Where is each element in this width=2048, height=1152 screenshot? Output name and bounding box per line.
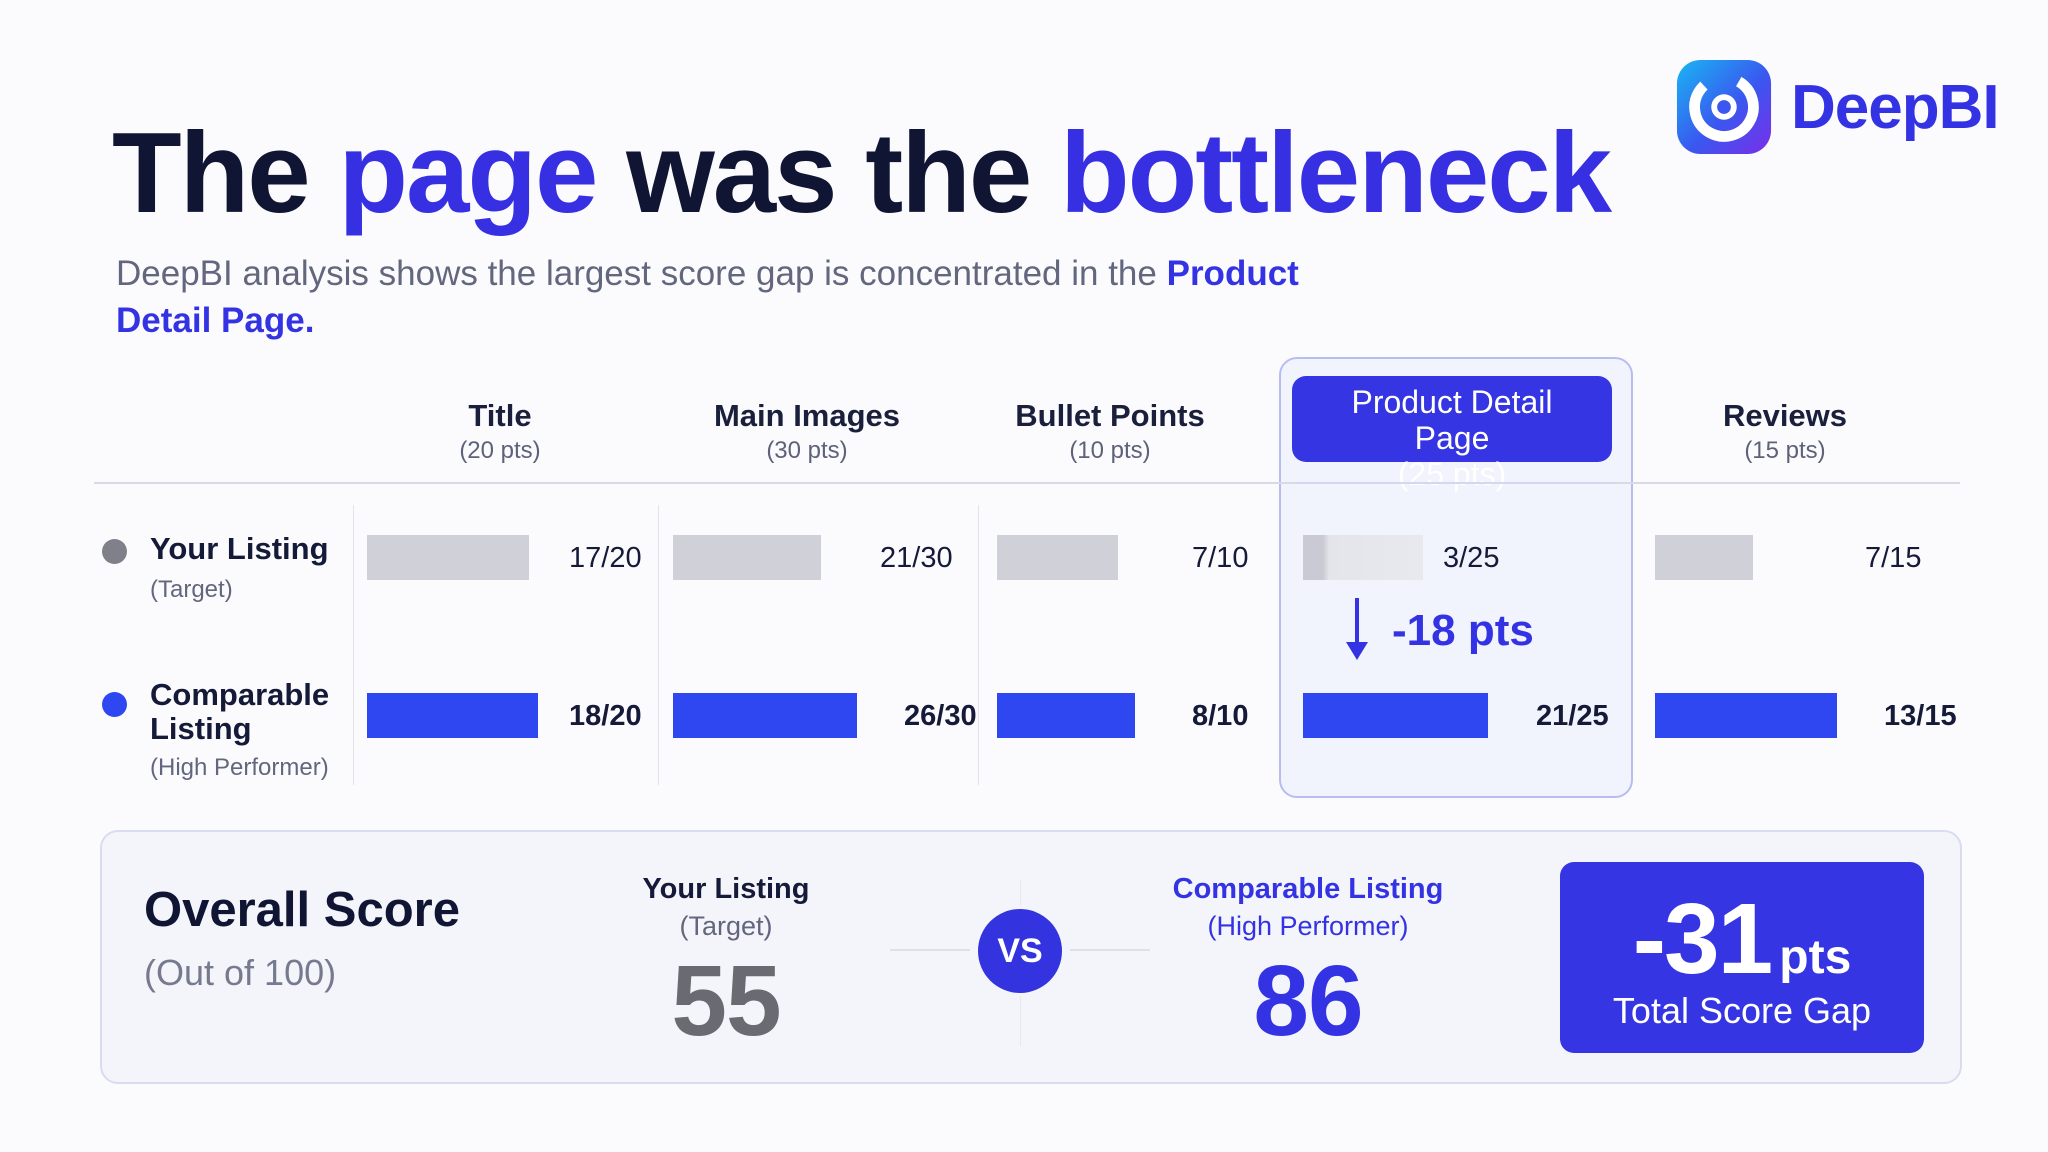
summary-title: Overall Score [144,883,460,937]
bar-target-title [367,535,529,580]
arrow-down-icon [1346,598,1368,660]
score-comparable-value: 86 [1253,945,1363,1057]
bar-target-main-images [673,535,821,580]
score-comparable: Comparable Listing (High Performer) 86 [1158,872,1458,1056]
highlight-column-pill [1292,376,1612,462]
column-separator [658,505,659,785]
column-name: Title [468,398,532,433]
bar-comparable-main-images [673,693,857,738]
column-separator [353,505,354,785]
gap-annotation: -18 pts [1392,606,1534,655]
value-label-comparable-title: 18/20 [569,700,642,732]
title-highlight-2: bottleneck [1059,110,1612,237]
score-target-sublabel: (Target) [679,911,773,941]
value-label-target-main-images: 21/30 [880,542,953,574]
column-max-points: (10 pts) [1069,437,1151,464]
bar-target-reviews [1655,535,1753,580]
value-label-comparable-bullet-points: 8/10 [1192,700,1249,732]
column-header-bullet-points: Bullet Points (10 pts) [970,398,1250,468]
column-name: Bullet Points [1015,398,1205,433]
total-gap-number: -31 [1632,883,1774,995]
highlight-column-divider [1294,482,1614,484]
score-comparable-sublabel: (High Performer) [1207,911,1409,941]
bar-comparable-product-detail-page [1303,693,1488,738]
score-target-value: 55 [671,945,781,1057]
column-name: Product Detail Page [1351,384,1553,456]
value-label-comparable-reviews: 13/15 [1884,700,1957,732]
value-label-target-reviews: 7/15 [1865,542,1922,574]
value-label-target-bullet-points: 7/10 [1192,542,1249,574]
vs-divider-bottom [1020,996,1021,1046]
brand-name: DeepBI [1791,72,2000,142]
vs-badge: VS [978,909,1062,993]
value-label-target-title: 17/20 [569,542,642,574]
total-gap-unit: pts [1779,931,1852,984]
bar-target-bullet-points [997,535,1118,580]
subtitle-highlight: Product Detail Page. [116,254,1299,340]
legend-dot-comparable [102,692,127,717]
column-name: Reviews [1722,398,1848,433]
title-highlight-1: page [338,110,598,237]
total-gap-label: Total Score Gap [1612,990,1872,1031]
header-divider [94,482,1960,484]
column-max-points: (15 pts) [1744,437,1826,464]
column-header-title: Title (20 pts) [360,398,640,468]
bar-target-product-detail-page [1303,535,1423,580]
score-target: Your Listing (Target) 55 [576,872,876,1056]
subtitle: DeepBI analysis shows the largest score … [116,250,1316,344]
column-header-main-images: Main Images (30 pts) [667,398,947,468]
subtitle-text: DeepBI analysis shows the largest score … [116,254,1167,293]
total-gap-value: -31 pts [1560,882,1924,997]
column-header-reviews: Reviews (15 pts) [1645,398,1925,468]
column-name: Main Images [713,398,901,433]
value-label-comparable-main-images: 26/30 [904,700,977,732]
vs-divider-top [1020,880,1021,906]
bar-comparable-bullet-points [997,693,1135,738]
score-target-label: Your Listing [642,873,810,905]
row-label-sub: (High Performer) [150,754,329,781]
column-header-product-detail-page: Product Detail Page (25 pts) [1312,384,1592,492]
row-label-sub: (Target) [150,576,233,603]
legend-dot-target [102,539,127,564]
deepbi-logo-icon [1676,59,1772,155]
row-label-main: Comparable [150,677,330,712]
summary-subtitle: (Out of 100) [144,952,337,993]
title-part-2: was the [596,110,1060,237]
column-max-points: (25 pts) [1397,456,1507,492]
row-label-main-2: Listing [150,711,252,746]
bar-comparable-reviews [1655,693,1837,738]
column-max-points: (20 pts) [459,437,541,464]
page-title: The page was the bottleneck [112,108,1612,239]
vs-divider-left [890,949,970,951]
total-gap-card: -31 pts Total Score Gap [1560,862,1924,1053]
score-comparable-label: Comparable Listing [1172,873,1444,905]
value-label-comparable-product-detail-page: 21/25 [1536,700,1609,732]
value-label-target-product-detail-page: 3/25 [1443,542,1500,574]
brand: DeepBI [1675,58,2000,156]
column-separator [978,505,979,785]
row-label-main: Your Listing [150,531,329,566]
title-part-1: The [112,110,339,237]
bar-comparable-title [367,693,538,738]
column-max-points: (30 pts) [766,437,848,464]
vs-divider-right [1070,949,1150,951]
